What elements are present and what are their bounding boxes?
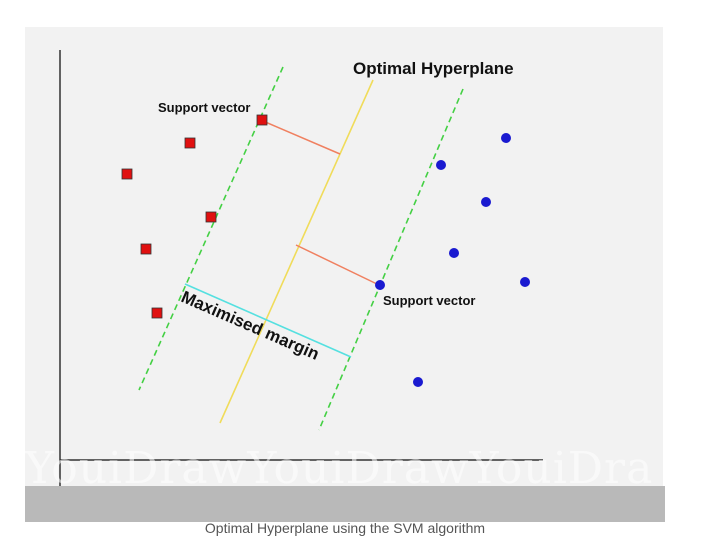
margin-boundary-left bbox=[138, 66, 284, 391]
class-b-point bbox=[520, 277, 530, 287]
class-b-point bbox=[436, 160, 446, 170]
class-a-point bbox=[205, 211, 217, 223]
support-vector-label-top: Support vector bbox=[158, 100, 250, 115]
support-distance-line-top bbox=[262, 120, 341, 155]
class-a-point bbox=[184, 137, 196, 149]
class-a-point bbox=[151, 307, 163, 319]
support-vector-label-bottom: Support vector bbox=[383, 293, 475, 308]
class-a-point bbox=[256, 114, 268, 126]
class-a-point bbox=[121, 168, 133, 180]
torn-edge bbox=[25, 486, 665, 522]
svm-diagram-canvas: Optimal Hyperplane Support vector Suppor… bbox=[59, 50, 543, 488]
diagram-title: Optimal Hyperplane bbox=[353, 59, 514, 78]
margin-label: Maximised margin bbox=[178, 287, 322, 364]
class-a-point bbox=[140, 243, 152, 255]
margin-width-line bbox=[184, 283, 352, 358]
class-b-point bbox=[375, 280, 385, 290]
class-b-point bbox=[449, 248, 459, 258]
optimal-hyperplane-line bbox=[219, 79, 374, 424]
watermark: YouiDrawYouiDrawYouiDra bbox=[25, 446, 654, 492]
margin-boundary-right bbox=[318, 88, 464, 431]
svm-diagram: Optimal Hyperplane Support vector Suppor… bbox=[25, 27, 663, 515]
figure-caption: Optimal Hyperplane using the SVM algorit… bbox=[204, 520, 486, 536]
class-b-point bbox=[501, 133, 511, 143]
class-b-point bbox=[413, 377, 423, 387]
support-distance-line-bottom bbox=[295, 244, 380, 286]
class-b-point bbox=[481, 197, 491, 207]
